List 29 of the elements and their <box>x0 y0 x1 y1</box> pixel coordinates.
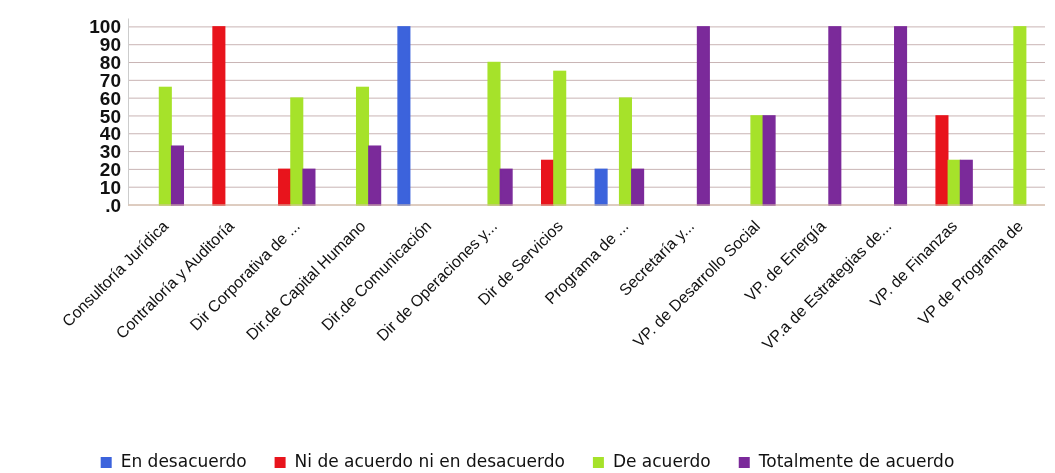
bar <box>947 159 961 206</box>
bar <box>594 168 608 206</box>
bar <box>355 86 370 206</box>
bar <box>935 115 949 206</box>
bar <box>618 97 632 206</box>
bar <box>397 26 411 206</box>
bar <box>1013 26 1027 206</box>
bar <box>487 61 501 206</box>
legend-label: Totalmente de acuerdo <box>757 451 955 471</box>
bar <box>894 26 908 206</box>
bar <box>762 115 776 206</box>
bar <box>158 86 172 206</box>
bar <box>696 26 710 206</box>
bar <box>750 115 764 206</box>
legend-label: En desacuerdo <box>120 451 247 471</box>
bar <box>302 168 316 206</box>
bar <box>290 97 304 206</box>
legend-label: De acuerdo <box>612 451 711 471</box>
bar <box>631 168 645 206</box>
bar <box>170 145 185 206</box>
bar <box>368 145 382 206</box>
bar <box>959 159 973 206</box>
bar <box>278 168 292 206</box>
bar <box>212 26 226 206</box>
bar <box>828 26 842 206</box>
bar <box>541 159 555 206</box>
bar <box>499 168 513 206</box>
bar <box>553 70 567 206</box>
legend-label: Ni de acuerdo ni en desacuerdo <box>294 451 565 471</box>
